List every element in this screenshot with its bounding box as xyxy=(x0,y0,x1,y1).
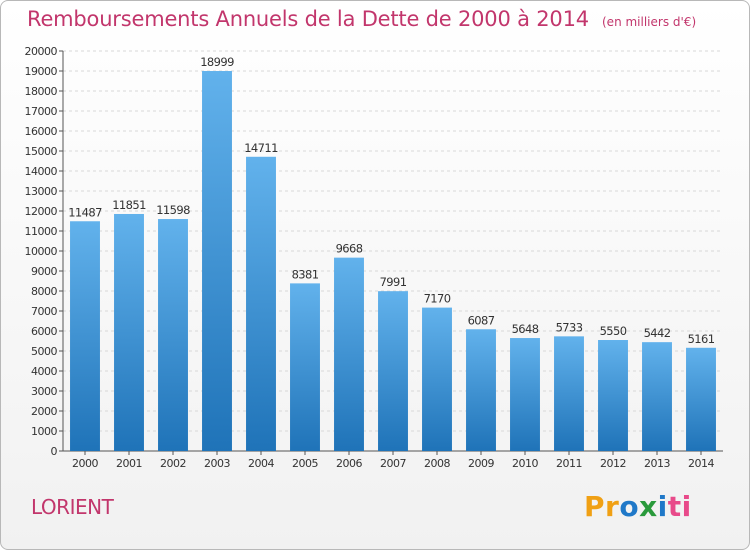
logo-letter: r xyxy=(605,490,620,523)
x-tick-label: 2008 xyxy=(424,457,450,470)
data-label: 14711 xyxy=(244,141,278,155)
x-tick-label: 2000 xyxy=(72,457,98,470)
logo-letter: x xyxy=(639,490,658,523)
bar xyxy=(290,283,320,451)
logo-letter: i xyxy=(681,490,692,523)
x-tick-label: 2014 xyxy=(688,457,714,470)
data-label: 5550 xyxy=(600,324,627,338)
x-tick-label: 2009 xyxy=(468,457,494,470)
y-tick-label: 12000 xyxy=(25,205,58,218)
y-tick-label: 16000 xyxy=(25,125,58,138)
y-tick-label: 10000 xyxy=(25,245,58,258)
x-tick-label: 2003 xyxy=(204,457,230,470)
y-tick-label: 17000 xyxy=(25,105,58,118)
x-tick-label: 2010 xyxy=(512,457,538,470)
x-tick-label: 2006 xyxy=(336,457,362,470)
bar xyxy=(466,329,496,451)
bar xyxy=(598,340,628,451)
logo-letter: o xyxy=(619,490,640,523)
bar-layer xyxy=(70,71,716,452)
data-label: 5161 xyxy=(688,332,715,346)
bar xyxy=(246,156,276,451)
chart-title: Remboursements Annuels de la Dette de 20… xyxy=(27,7,696,31)
data-label: 7991 xyxy=(380,275,407,289)
data-label: 5648 xyxy=(512,322,539,336)
logo-letter: t xyxy=(667,490,682,523)
bar xyxy=(554,336,584,451)
bar xyxy=(686,347,716,451)
y-tick-label: 11000 xyxy=(25,225,58,238)
x-tick-label: 2001 xyxy=(116,457,142,470)
x-tick-label: 2007 xyxy=(380,457,406,470)
data-label: 8381 xyxy=(292,267,319,281)
data-label: 18999 xyxy=(200,55,234,69)
bar xyxy=(422,307,452,451)
y-tick-label: 0 xyxy=(51,445,58,458)
data-label: 5442 xyxy=(644,326,671,340)
y-tick-label: 14000 xyxy=(25,165,58,178)
y-tick-label: 20000 xyxy=(25,45,58,58)
data-label: 7170 xyxy=(424,292,451,306)
data-label: 11598 xyxy=(156,203,190,217)
bar xyxy=(70,221,100,451)
bar xyxy=(114,213,144,451)
bar xyxy=(202,71,232,452)
x-tick-label: 2013 xyxy=(644,457,670,470)
y-tick-label: 7000 xyxy=(31,305,57,318)
bar xyxy=(510,338,540,451)
x-tick-label: 2011 xyxy=(556,457,582,470)
bar xyxy=(642,342,672,451)
data-label: 9668 xyxy=(336,242,363,256)
x-tick-label: 2002 xyxy=(160,457,186,470)
data-label: 5733 xyxy=(556,320,583,334)
x-tick-label: 2005 xyxy=(292,457,318,470)
bar xyxy=(334,257,364,451)
y-tick-label: 13000 xyxy=(25,185,58,198)
bar xyxy=(378,291,408,451)
city-name: LORIENT xyxy=(31,495,114,519)
title-text: Remboursements Annuels de la Dette de 20… xyxy=(27,7,589,31)
data-label: 11851 xyxy=(112,198,146,212)
proxiti-logo: Proxiti xyxy=(584,490,692,523)
y-tick-label: 18000 xyxy=(25,85,58,98)
x-tick-label: 2004 xyxy=(248,457,274,470)
y-tick-label: 1000 xyxy=(31,425,57,438)
x-tick-label: 2012 xyxy=(600,457,626,470)
data-label: 11487 xyxy=(68,205,102,219)
y-tick-label: 15000 xyxy=(25,145,58,158)
y-tick-label: 9000 xyxy=(31,265,57,278)
y-tick-label: 3000 xyxy=(31,385,57,398)
title-unit: (en milliers d'€) xyxy=(602,15,697,29)
y-tick-label: 8000 xyxy=(31,285,57,298)
y-tick-label: 2000 xyxy=(31,405,57,418)
logo-letter: P xyxy=(584,490,606,523)
data-label: 6087 xyxy=(468,313,495,327)
y-tick-label: 5000 xyxy=(31,345,57,358)
y-tick-label: 4000 xyxy=(31,365,57,378)
bar xyxy=(158,219,188,451)
y-tick-label: 19000 xyxy=(25,65,58,78)
y-tick-label: 6000 xyxy=(31,325,57,338)
logo-letter: i xyxy=(657,490,668,523)
label-layer: 2000 11487 2001 11851 2002 11598 2003 18999 2004… xyxy=(68,55,715,470)
